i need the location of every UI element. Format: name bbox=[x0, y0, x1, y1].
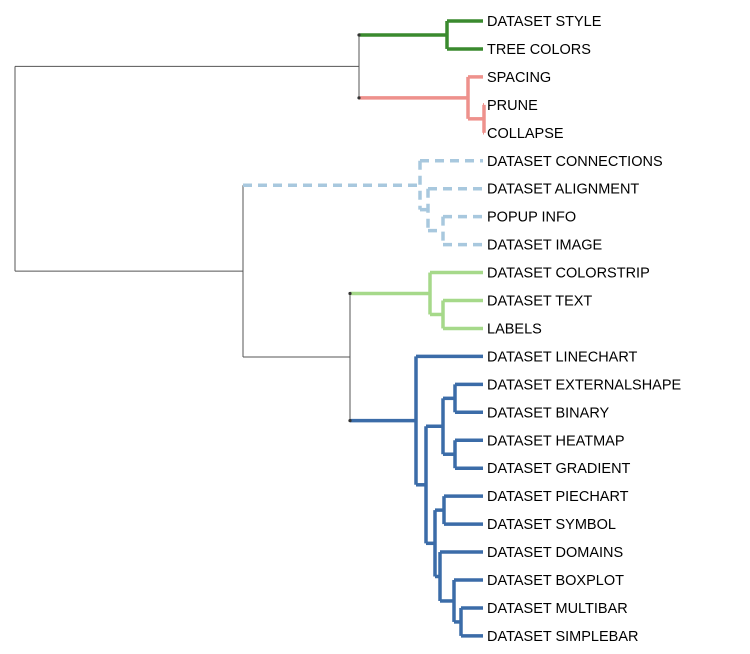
tree-branches bbox=[14, 19, 486, 638]
leaf-label: DATASET GRADIENT bbox=[487, 461, 631, 477]
leaf-label: COLLAPSE bbox=[487, 126, 564, 142]
leaf-label: DATASET SIMPLEBAR bbox=[487, 629, 639, 645]
leaf-label: SPACING bbox=[487, 70, 551, 86]
node-dot bbox=[348, 291, 352, 296]
leaf-label: DATASET PIECHART bbox=[487, 489, 629, 505]
leaf-label: DATASET STYLE bbox=[487, 14, 602, 30]
leaf-label: DATASET DOMAINS bbox=[487, 545, 623, 561]
node-dot bbox=[357, 33, 361, 37]
leaf-label: DATASET BINARY bbox=[487, 405, 610, 421]
leaf-label: DATASET HEATMAP bbox=[487, 433, 625, 449]
leaf-label: DATASET TEXT bbox=[487, 294, 592, 310]
leaf-label: LABELS bbox=[487, 321, 542, 337]
node-dot bbox=[348, 418, 352, 423]
leaf-label: DATASET EXTERNALSHAPE bbox=[487, 377, 682, 393]
leaf-label: DATASET MULTIBAR bbox=[487, 601, 628, 617]
leaf-label: DATASET SYMBOL bbox=[487, 517, 616, 533]
leaf-label: POPUP INFO bbox=[487, 210, 576, 226]
leaf-labels: DATASET STYLE TREE COLORS SPACING PRUNE COLL… bbox=[487, 14, 682, 645]
leaf-label: DATASET BOXPLOT bbox=[487, 573, 624, 589]
leaf-label: TREE COLORS bbox=[487, 42, 591, 58]
leaf-label: PRUNE bbox=[487, 98, 538, 114]
leaf-label: DATASET IMAGE bbox=[487, 238, 603, 254]
leaf-label: DATASET LINECHART bbox=[487, 349, 638, 365]
leaf-label: DATASET ALIGNMENT bbox=[487, 182, 639, 198]
leaf-label: DATASET CONNECTIONS bbox=[487, 154, 663, 170]
leaf-label: DATASET COLORSTRIP bbox=[487, 266, 650, 282]
node-dot bbox=[357, 96, 361, 100]
